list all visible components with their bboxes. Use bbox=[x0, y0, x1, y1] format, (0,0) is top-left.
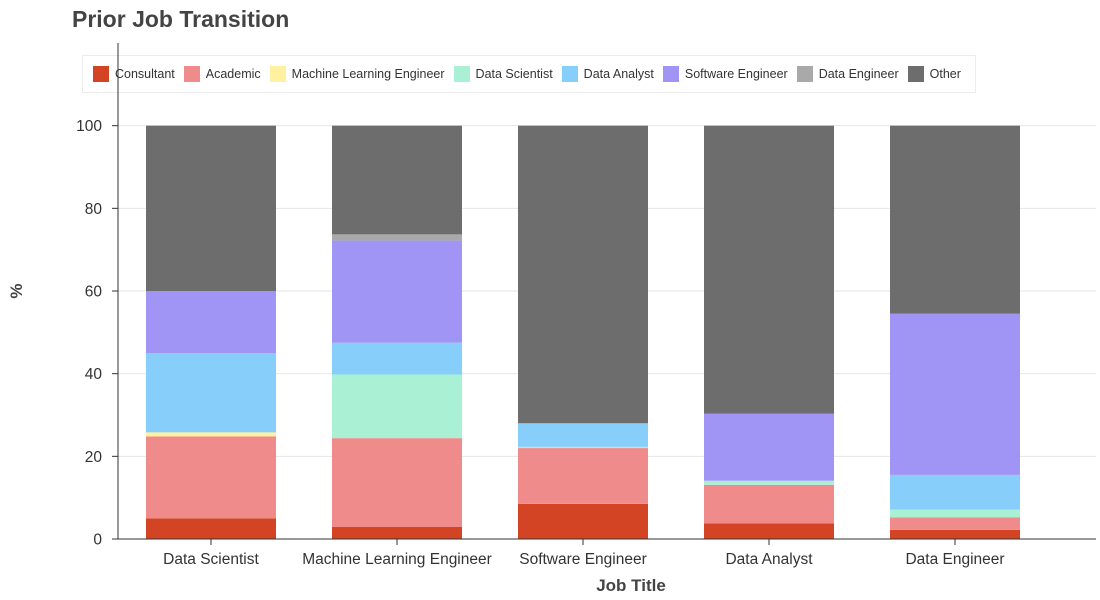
legend-item[interactable]: Consultant bbox=[93, 66, 175, 82]
bar-segment[interactable] bbox=[704, 480, 834, 485]
bar-segment[interactable] bbox=[890, 529, 1020, 539]
bars bbox=[146, 125, 1020, 539]
chart-legend: Consultant Academic Machine Learning Engin… bbox=[82, 55, 976, 93]
legend-swatch bbox=[183, 66, 200, 82]
bar-segment[interactable] bbox=[704, 125, 834, 414]
bar-segment[interactable] bbox=[890, 313, 1020, 475]
x-tick-labels: Data Scientist Machine Learning Engineer S… bbox=[163, 551, 1004, 568]
legend-label: Machine Learning Engineer bbox=[291, 67, 445, 81]
y-tick-label: 20 bbox=[85, 449, 103, 466]
bar-segment[interactable] bbox=[146, 353, 276, 433]
legend-item[interactable]: Data Engineer bbox=[796, 66, 899, 82]
bar-segment[interactable] bbox=[890, 509, 1020, 518]
legend-item[interactable]: Academic bbox=[183, 66, 261, 82]
bar-segment[interactable] bbox=[332, 527, 462, 539]
chart-title: Prior Job Transition bbox=[72, 6, 290, 32]
legend-item[interactable]: Other bbox=[907, 66, 961, 82]
legend-label: Other bbox=[929, 67, 961, 81]
bar-segment[interactable] bbox=[890, 517, 1020, 530]
legend-label: Software Engineer bbox=[684, 67, 788, 81]
legend-label: Consultant bbox=[115, 67, 175, 81]
y-tick-label: 40 bbox=[85, 366, 103, 383]
bar-segment[interactable] bbox=[518, 125, 648, 424]
y-tick-label: 60 bbox=[85, 284, 103, 301]
y-tick-label: 100 bbox=[76, 118, 102, 135]
legend-item[interactable]: Data Scientist bbox=[453, 66, 553, 82]
x-tick-label: Machine Learning Engineer bbox=[302, 551, 492, 568]
legend-item[interactable]: Software Engineer bbox=[662, 66, 788, 82]
bar-segment[interactable] bbox=[332, 374, 462, 439]
legend-label: Data Scientist bbox=[475, 67, 553, 81]
x-tick-label: Software Engineer bbox=[519, 551, 647, 568]
bar-segment[interactable] bbox=[146, 432, 276, 437]
legend-label: Data Engineer bbox=[818, 67, 899, 81]
bar-segment[interactable] bbox=[704, 413, 834, 481]
legend-item[interactable]: Machine Learning Engineer bbox=[269, 66, 445, 82]
bar-segment[interactable] bbox=[146, 518, 276, 539]
bar-segment[interactable] bbox=[518, 446, 648, 449]
bar-segment[interactable] bbox=[332, 240, 462, 343]
legend-swatch bbox=[796, 66, 813, 82]
bar-segment[interactable] bbox=[332, 125, 462, 235]
y-tick-label: 0 bbox=[93, 532, 102, 549]
bar-segment[interactable] bbox=[146, 291, 276, 353]
bar-segment[interactable] bbox=[332, 342, 462, 375]
bar-segment[interactable] bbox=[332, 438, 462, 528]
legend-label: Academic bbox=[205, 67, 261, 81]
legend-swatch bbox=[907, 66, 924, 82]
bar-segment[interactable] bbox=[146, 125, 276, 292]
y-tick-labels: 0 20 40 60 80 100 bbox=[76, 118, 102, 548]
x-tick-label: Data Scientist bbox=[163, 551, 259, 568]
bar-segment[interactable] bbox=[518, 503, 648, 539]
x-tick-label: Data Engineer bbox=[905, 551, 1004, 568]
bar-segment[interactable] bbox=[146, 436, 276, 519]
bar-segment[interactable] bbox=[518, 448, 648, 504]
bar-segment[interactable] bbox=[704, 523, 834, 539]
legend-item[interactable]: Data Analyst bbox=[561, 66, 654, 82]
axes bbox=[112, 43, 1096, 545]
bar-segment[interactable] bbox=[890, 125, 1020, 314]
legend-label: Data Analyst bbox=[583, 67, 654, 81]
x-tick-label: Data Analyst bbox=[725, 551, 813, 568]
legend-swatch bbox=[662, 66, 679, 82]
x-axis-title: Job Title bbox=[596, 576, 666, 595]
y-tick-label: 80 bbox=[85, 201, 103, 218]
legend-swatch bbox=[269, 66, 286, 82]
y-axis-title: % bbox=[7, 283, 26, 298]
bar-segment[interactable] bbox=[332, 234, 462, 241]
bar-segment[interactable] bbox=[518, 423, 648, 447]
legend-swatch bbox=[561, 66, 578, 82]
bar-segment[interactable] bbox=[704, 484, 834, 524]
bar-segment[interactable] bbox=[890, 474, 1020, 510]
legend-swatch bbox=[93, 66, 109, 82]
legend-swatch bbox=[453, 66, 470, 82]
